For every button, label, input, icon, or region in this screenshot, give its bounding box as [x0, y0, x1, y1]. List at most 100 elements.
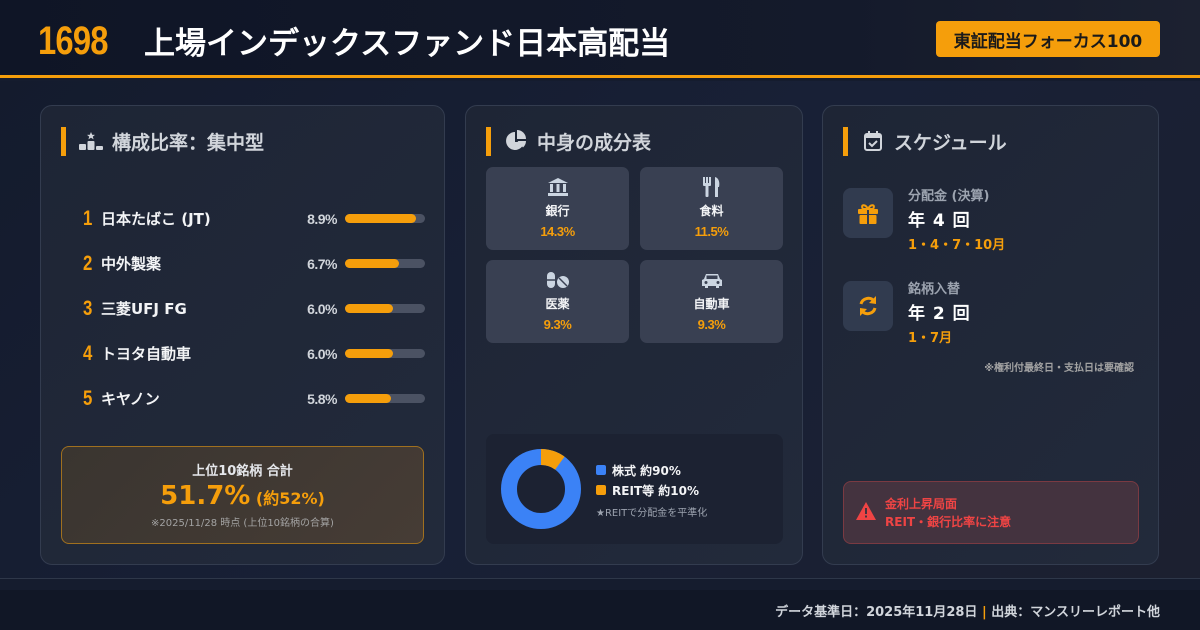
schedule-item-dividend: 分配金 (決算) 年 4 回 1・4・7・10月	[843, 188, 1143, 268]
holding-bar	[345, 259, 425, 268]
holding-bar-fill	[345, 394, 392, 403]
holding-rank: 1	[83, 206, 93, 230]
holding-name: 三菱UFJ FG	[101, 300, 187, 318]
holding-rank: 2	[83, 251, 93, 275]
total-percent: 51.7%	[160, 481, 251, 511]
schedule-label: 銘柄入替	[908, 282, 961, 297]
schedule-item-rebalance: 銘柄入替 年 2 回 1・7月	[843, 281, 1143, 361]
legend-swatch	[596, 465, 606, 475]
holding-row: 3 三菱UFJ FG 6.0%	[81, 286, 426, 331]
schedule-title-label: スケジュール	[894, 131, 1007, 154]
holding-name: キヤノン	[101, 390, 160, 408]
sector-pct: 14.3%	[540, 224, 575, 239]
index-badge: 東証配当フォーカス100	[936, 21, 1160, 57]
header: 1698 上場インデックスファンド日本高配当 東証配当フォーカス100	[0, 0, 1200, 78]
allocation-box: 株式 約90% REIT等 約10% ★REITで分配金を平準化	[486, 434, 783, 544]
legend-label: REIT等 約10%	[612, 483, 699, 498]
sector-name: 医薬	[545, 297, 570, 311]
composition-title-label: 構成比率：集中型	[112, 131, 265, 154]
holding-row: 1 日本たばこ (JT) 8.9%	[81, 196, 426, 241]
holding-bar	[345, 214, 425, 223]
legend-item-stocks: 株式 約90%	[596, 460, 707, 480]
legend-swatch	[596, 485, 606, 495]
holding-name: トヨタ自動車	[101, 345, 192, 363]
holding-bar-fill	[345, 304, 393, 313]
sector-tile-bank: 銀行 14.3%	[486, 167, 629, 250]
warning-box: 金利上昇局面 REIT・銀行比率に注意	[843, 481, 1139, 544]
bank-icon	[486, 177, 629, 197]
car-icon	[640, 270, 783, 290]
sectors-title-label: 中身の成分表	[537, 131, 652, 154]
sector-tile-auto: 自動車 9.3%	[640, 260, 783, 343]
warning-triangle-icon	[856, 502, 876, 524]
holding-bar-fill	[345, 214, 417, 223]
holding-pct: 8.9%	[307, 210, 337, 227]
holding-pct: 6.0%	[307, 345, 337, 362]
holding-row: 2 中外製薬 6.7%	[81, 241, 426, 286]
holding-pct: 6.7%	[307, 255, 337, 272]
sectors-title: 中身の成分表	[486, 126, 651, 156]
calendar-check-icon	[860, 130, 886, 152]
warning-text: 金利上昇局面 REIT・銀行比率に注意	[885, 495, 1011, 531]
accent-bar	[843, 126, 848, 156]
holding-pct: 6.0%	[307, 300, 337, 317]
sector-name: 銀行	[545, 204, 570, 218]
holding-name: 中外製薬	[101, 255, 162, 273]
total-note: ※2025/11/28 時点 (上位10銘柄の合算)	[151, 518, 334, 529]
footer-separator: |	[981, 605, 987, 620]
utensils-icon	[640, 177, 783, 197]
data-source: 出典：マンスリーレポート他	[991, 605, 1160, 620]
schedule-title: スケジュール	[843, 126, 1007, 156]
holding-bar	[345, 394, 425, 403]
schedule-months: 1・7月	[908, 331, 953, 346]
holding-row: 5 キヤノン 5.8%	[81, 376, 426, 421]
schedule-label: 分配金 (決算)	[908, 189, 990, 204]
total-value: 51.7% (約52%)	[62, 481, 423, 511]
sector-pct: 9.3%	[543, 317, 572, 332]
fund-name: 上場インデックスファンド日本高配当	[144, 26, 671, 62]
legend-item-reit: REIT等 約10%	[596, 480, 707, 500]
holding-bar	[345, 304, 425, 313]
holding-bar-fill	[345, 259, 399, 268]
data-date: データ基準日：2025年11月28日	[775, 605, 978, 620]
sectors-card: 中身の成分表 銀行 14.3% 食料 11.5% 医薬 9.3%	[465, 105, 803, 565]
sector-tile-pharma: 医薬 9.3%	[486, 260, 629, 343]
sector-grid: 銀行 14.3% 食料 11.5% 医薬 9.3% 自動車 9.3%	[486, 167, 783, 343]
holding-rank: 4	[83, 341, 93, 365]
holding-bar	[345, 349, 425, 358]
warning-line-1: 金利上昇局面	[885, 497, 958, 511]
top10-total-box: 上位10銘柄 合計 51.7% (約52%) ※2025/11/28 時点 (上…	[61, 446, 424, 544]
pills-icon	[486, 270, 629, 290]
composition-card: 構成比率：集中型 1 日本たばこ (JT) 8.9% 2 中外製薬 6.7% 3…	[40, 105, 445, 565]
total-approx: (約52%)	[255, 489, 325, 508]
schedule-text: 分配金 (決算) 年 4 回 1・4・7・10月	[908, 185, 1005, 253]
holdings-list: 1 日本たばこ (JT) 8.9% 2 中外製薬 6.7% 3 三菱UFJ FG…	[81, 196, 426, 421]
sector-pct: 9.3%	[697, 317, 726, 332]
sector-name: 自動車	[693, 297, 730, 311]
total-label: 上位10銘柄 合計	[192, 464, 293, 479]
legend-label: 株式 約90%	[612, 463, 681, 478]
schedule-card: スケジュール 分配金 (決算) 年 4 回 1・4・7・10月 銘柄入替 年 2…	[822, 105, 1159, 565]
warning-line-2: REIT・銀行比率に注意	[885, 515, 1012, 529]
schedule-note: ※権利付最終日・支払日は要確認	[984, 363, 1134, 374]
composition-title: 構成比率：集中型	[61, 126, 264, 156]
accent-bar	[486, 126, 491, 156]
sector-tile-food: 食料 11.5%	[640, 167, 783, 250]
sector-name: 食料	[699, 204, 724, 218]
holding-row: 4 トヨタ自動車 6.0%	[81, 331, 426, 376]
footer: データ基準日：2025年11月28日 | 出典：マンスリーレポート他	[0, 590, 1200, 630]
refresh-icon	[843, 281, 893, 331]
allocation-note: ★REITで分配金を平準化	[596, 508, 708, 519]
footer-text: データ基準日：2025年11月28日 | 出典：マンスリーレポート他	[775, 601, 1160, 620]
holding-rank: 5	[83, 386, 93, 410]
schedule-text: 銘柄入替 年 2 回 1・7月	[908, 278, 971, 346]
pie-chart-icon	[503, 130, 529, 152]
allocation-donut	[501, 449, 581, 529]
schedule-months: 1・4・7・10月	[908, 238, 1006, 253]
gift-icon	[843, 188, 893, 238]
holding-bar-fill	[345, 349, 393, 358]
accent-bar	[61, 126, 66, 156]
page-title: 1698 上場インデックスファンド日本高配当	[38, 18, 670, 64]
sector-pct: 11.5%	[694, 224, 729, 239]
holding-pct: 5.8%	[307, 390, 337, 407]
